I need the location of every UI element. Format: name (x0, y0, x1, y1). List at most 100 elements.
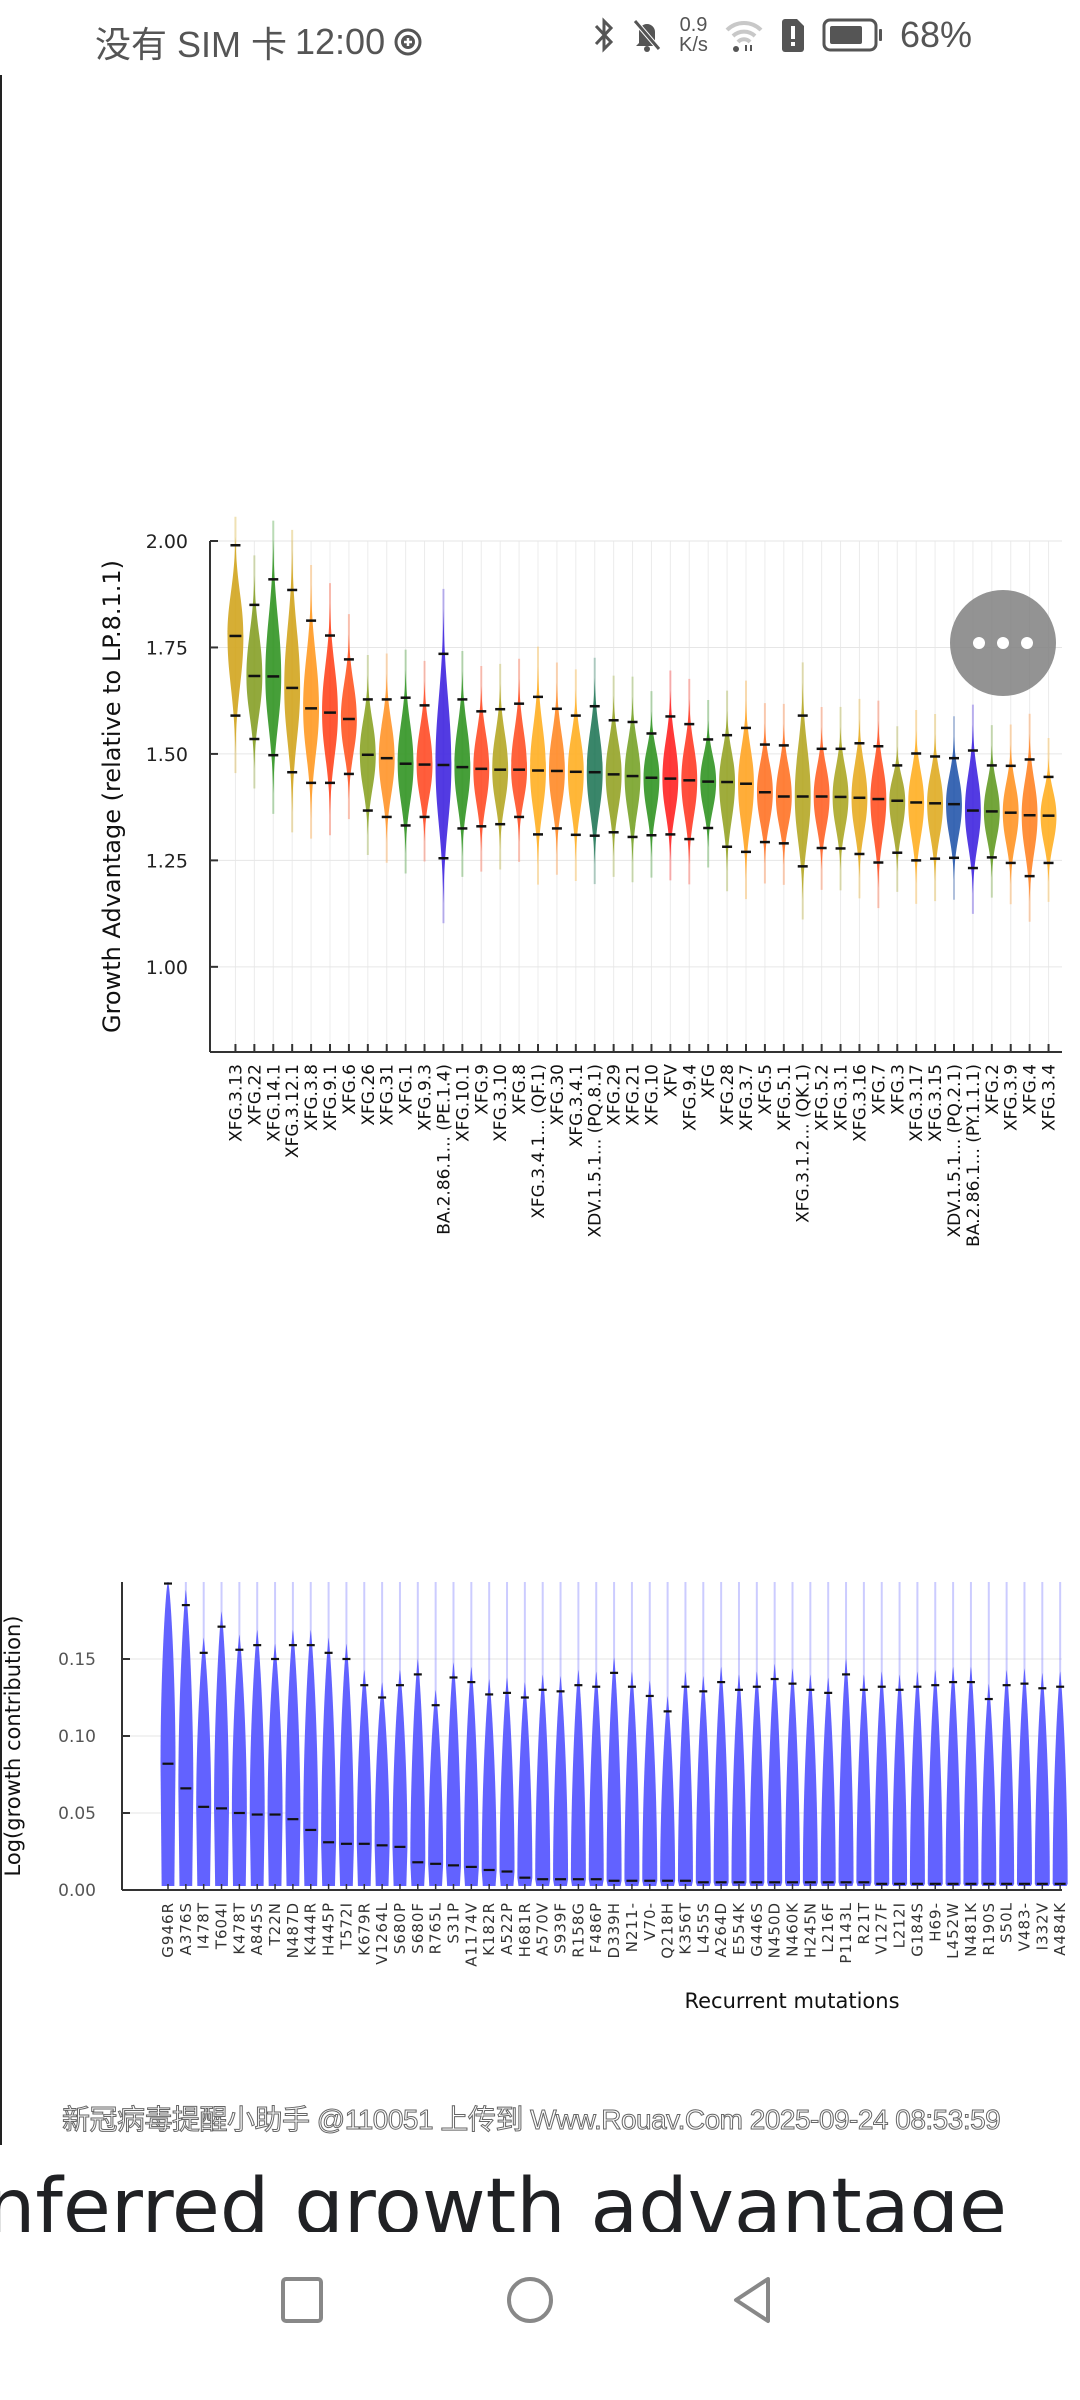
violin-body (767, 1663, 783, 1886)
x-tick-label: N211- (623, 1902, 641, 1952)
x-tick-label: XFG.7 (869, 1064, 889, 1115)
more-dot-icon (1021, 637, 1033, 649)
violin-body (435, 608, 452, 904)
x-tick-label: BA.2.86.1... (PE.1.4) (434, 1064, 454, 1235)
y-tick-label: 1.25 (146, 850, 188, 872)
violin-body (338, 1643, 354, 1886)
violin-body (719, 710, 736, 872)
violin-body (927, 1669, 943, 1886)
x-tick-label: V127F (873, 1902, 891, 1955)
violin-body (981, 1683, 997, 1886)
violin-body (677, 1671, 693, 1886)
violin-body (340, 634, 357, 800)
x-tick-label: XFG.5 (756, 1064, 776, 1115)
violin-body (535, 1674, 551, 1886)
x-tick-label: S680P (391, 1902, 409, 1954)
x-tick-label: R190S (980, 1902, 998, 1956)
x-tick-label: XFG.4 (1021, 1064, 1041, 1115)
x-tick-label: N481K (962, 1902, 980, 1957)
violin-body (511, 678, 528, 842)
status-right: 0.9 K/s 68% (593, 14, 972, 56)
x-tick-label: XFG (699, 1064, 719, 1099)
x-tick-label: XFG.8 (510, 1064, 530, 1115)
x-tick-label: XFG.5.2 (813, 1064, 833, 1131)
x-tick-label: H245N (801, 1902, 819, 1958)
battery-icon (822, 18, 882, 52)
violin-body (416, 680, 433, 842)
x-tick-label: XFG.31 (378, 1064, 398, 1126)
violin-body (374, 1682, 390, 1886)
x-tick-label: XFG.22 (245, 1064, 265, 1126)
x-tick-label: XFG.3.1 (832, 1064, 852, 1131)
violin-body (606, 1657, 622, 1886)
x-tick-label: XFG.9.1 (321, 1064, 341, 1131)
battery-percent: 68% (899, 14, 972, 55)
violin-body (892, 1674, 908, 1886)
x-tick-label: XFG.3.4.1... (QF.1) (529, 1064, 549, 1219)
violin-body (267, 1643, 283, 1886)
violin-body (927, 733, 944, 882)
x-tick-label: V70- (641, 1902, 659, 1941)
home-button[interactable] (500, 2270, 560, 2330)
net-speed-value: 0.9 (679, 14, 708, 36)
violin-body (681, 698, 698, 865)
violin-body (785, 1668, 801, 1886)
more-dot-icon (973, 637, 985, 649)
x-tick-label: K182R (480, 1902, 498, 1956)
violin-body (775, 723, 792, 865)
violin-body (463, 1666, 479, 1886)
x-tick-label: R765L (427, 1902, 445, 1954)
more-dot-icon (997, 637, 1009, 649)
y-tick-label: 0.00 (58, 1881, 96, 1901)
x-tick-label: XDV.1.5.1... (PQ.8.1) (586, 1064, 606, 1238)
violin-body (605, 695, 622, 857)
x-tick-label: S939F (552, 1902, 570, 1954)
violin-body (945, 1666, 961, 1886)
x-tick-label: A484K (1051, 1902, 1069, 1956)
y-tick-label: 1.00 (146, 957, 188, 979)
violin-body (321, 1637, 337, 1886)
y-axis-label: Growth Advantage (relative to LP.8.1.1) (98, 560, 126, 1033)
x-tick-label: A522P (498, 1902, 516, 1955)
x-tick-label: I478T (195, 1902, 213, 1949)
x-tick-label: XFG.28 (718, 1064, 738, 1126)
violin-body (832, 726, 849, 871)
x-tick-label: K356T (676, 1902, 694, 1955)
violin-body (392, 1669, 408, 1886)
navigation-bar (0, 2230, 1080, 2400)
x-tick-label: XFG.3.15 (926, 1064, 946, 1142)
x-tick-label: XFG.1 (397, 1064, 417, 1115)
violin-body (794, 682, 811, 900)
x-tick-label: XFG.9.4 (680, 1064, 700, 1131)
x-tick-label: XFG.10 (642, 1064, 662, 1126)
violin-body (838, 1659, 854, 1886)
violin-body (999, 1669, 1015, 1886)
sim-alert-icon (781, 19, 804, 52)
x-tick-label: XFG.26 (359, 1064, 379, 1126)
x-tick-label: G184S (908, 1902, 926, 1957)
mutation-contribution-chart: 0.00 0.05 0.10 0.15 Log(growth contribution)… (1, 1582, 1069, 2013)
carrier-text: 没有 SIM 卡 (95, 24, 288, 65)
violin-body (624, 1671, 640, 1886)
violin-body (813, 726, 830, 870)
x-tick-label: XFG.21 (624, 1064, 644, 1126)
x-tick-label: XFG.3.9 (1002, 1064, 1022, 1131)
section-heading: nferred growth advantage (0, 2163, 1008, 2232)
violin-body (303, 1629, 319, 1886)
x-tick-label: V483- (1015, 1902, 1033, 1951)
net-speed: 0.9 K/s (679, 15, 708, 55)
recents-button[interactable] (272, 2270, 332, 2330)
violin-body (231, 1634, 247, 1886)
x-tick-label: XFG.14.1 (264, 1064, 284, 1142)
x-tick-label: N460K (784, 1902, 802, 1957)
back-button[interactable] (722, 2270, 782, 2330)
x-tick-label: T572I (337, 1902, 355, 1950)
more-options-button[interactable] (950, 590, 1056, 696)
violin-body (303, 584, 320, 819)
violin-body (227, 536, 244, 754)
x-tick-label: E554K (730, 1902, 748, 1955)
violin-body (284, 549, 301, 813)
x-tick-label: A376S (177, 1902, 195, 1955)
status-left: 没有 SIM 卡 12:00 (95, 16, 423, 68)
x-tick-label: XDV.1.5.1... (PQ.2.1) (945, 1064, 965, 1238)
